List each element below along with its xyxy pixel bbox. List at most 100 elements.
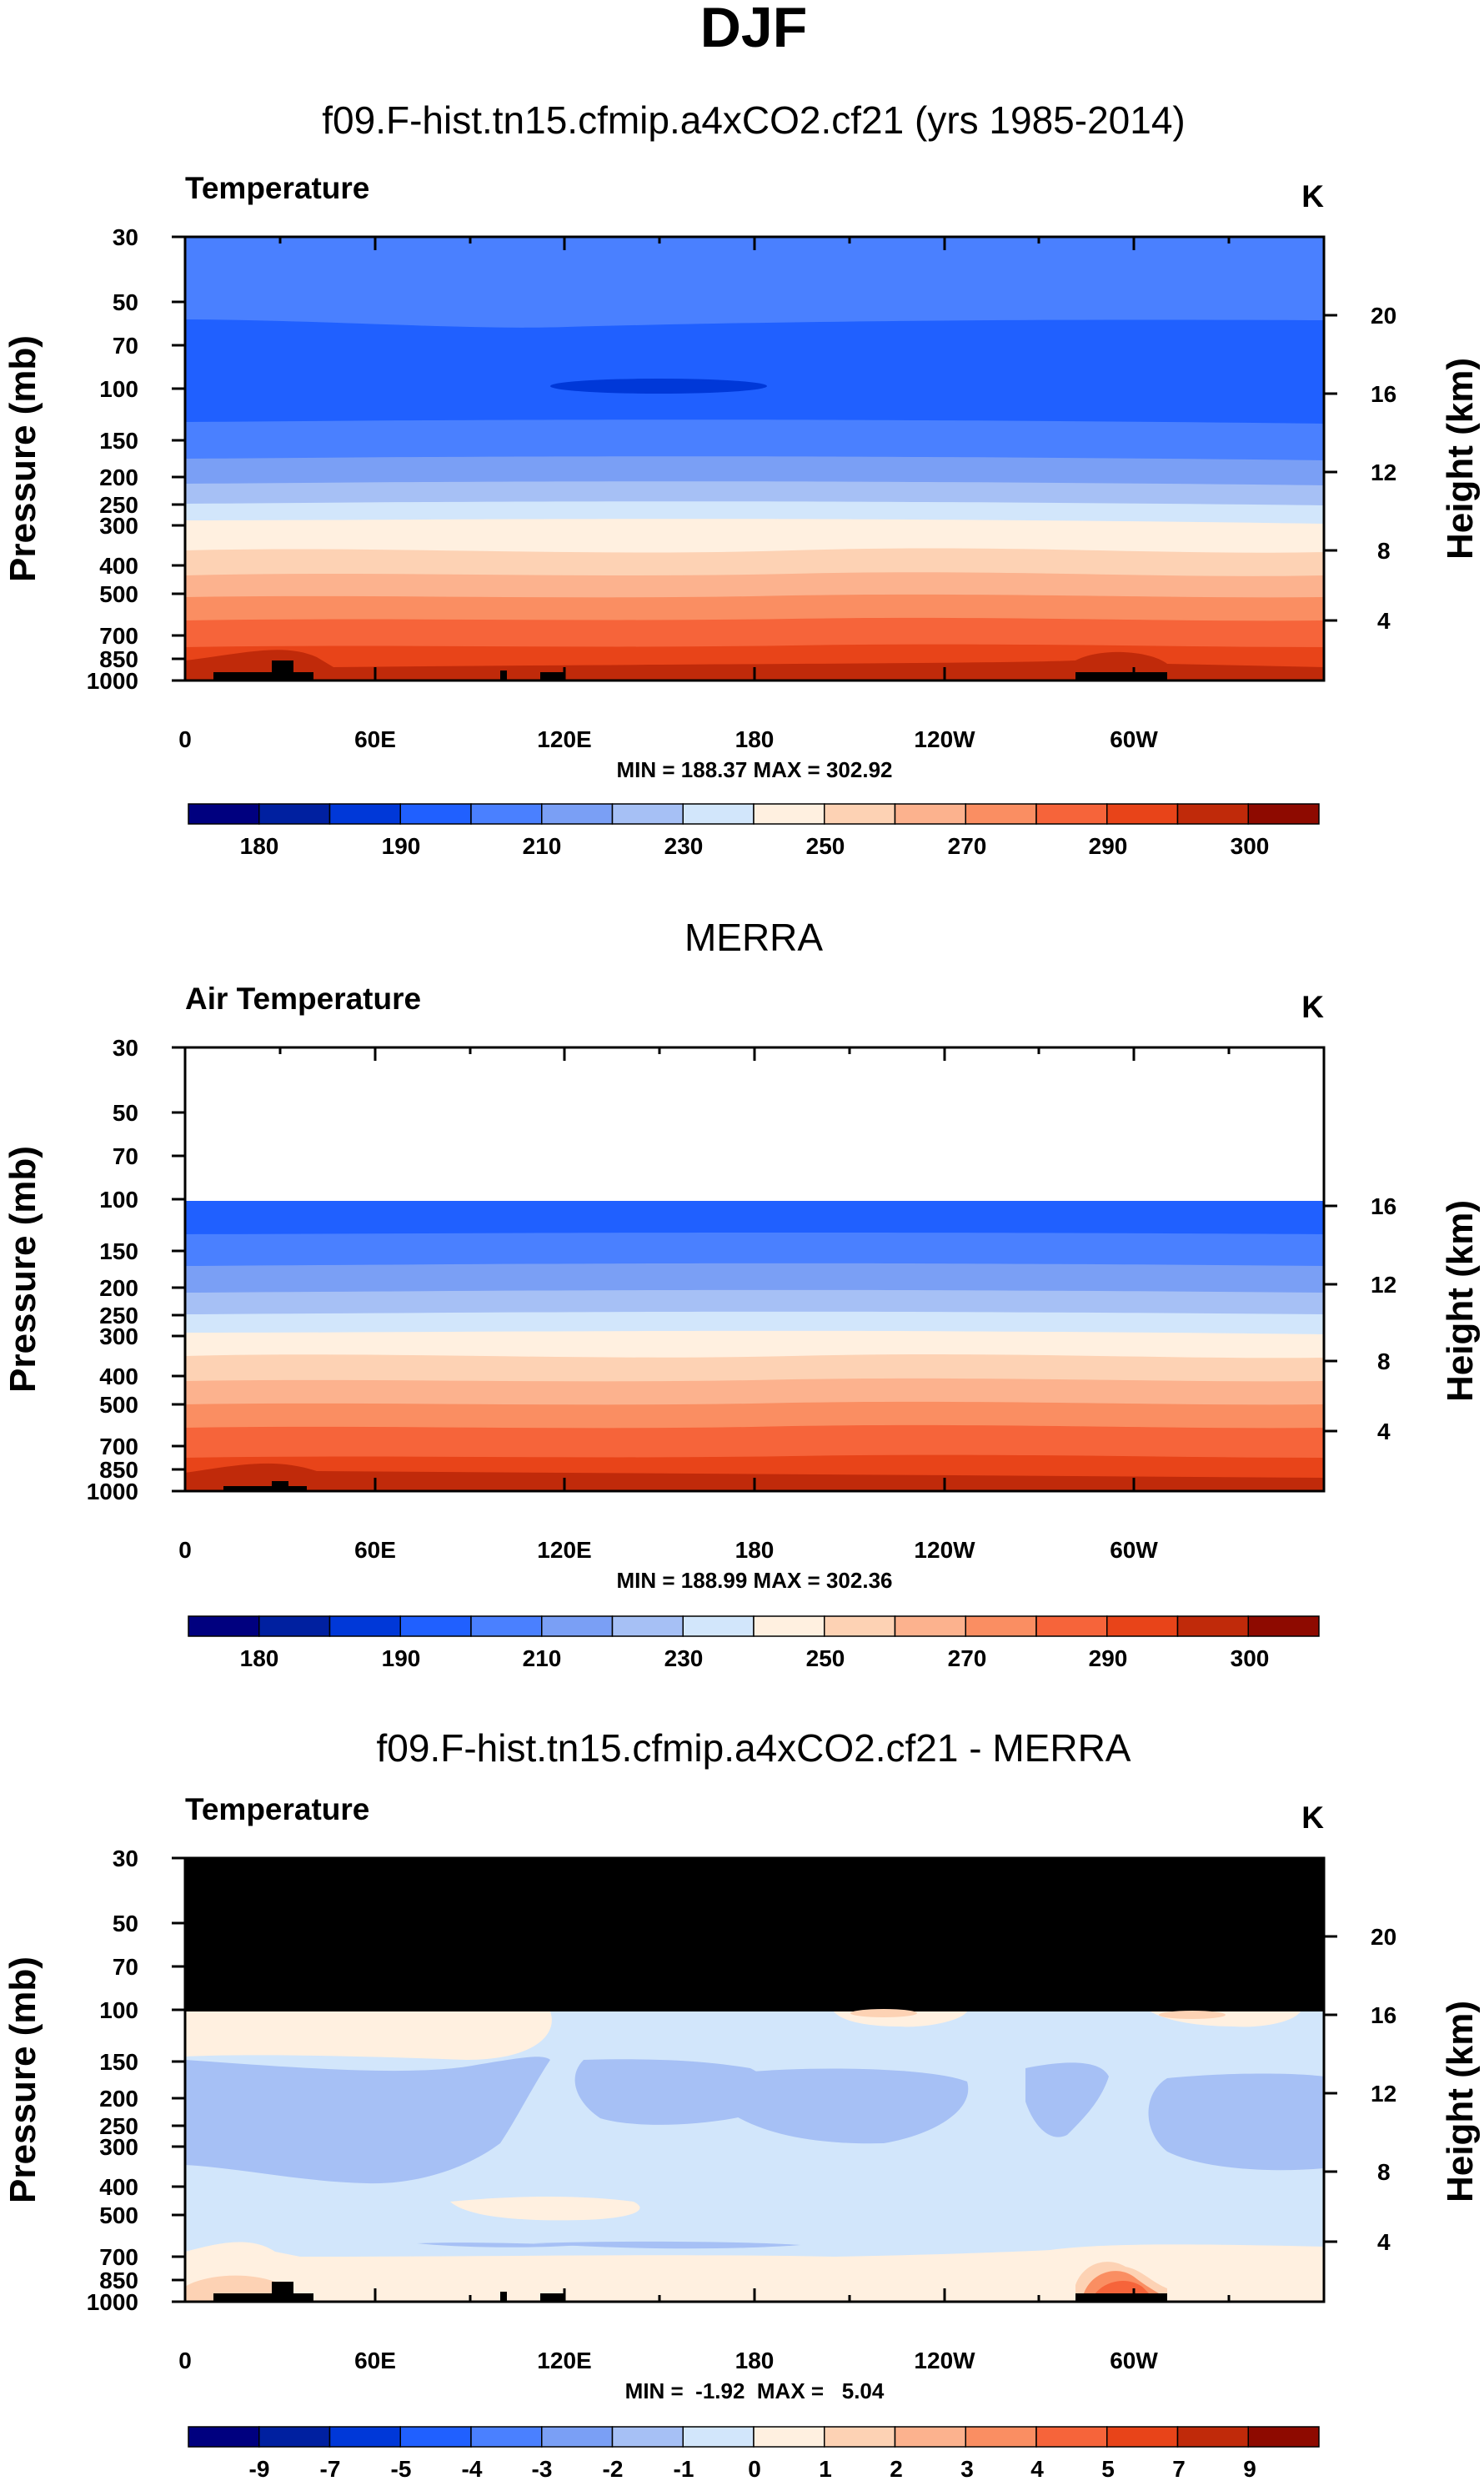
- colorbar-swatch: [1106, 803, 1179, 825]
- y-axis-label: Pressure (mb): [3, 1956, 43, 2203]
- y-tick-label: 400: [99, 1364, 138, 1389]
- y-tick-label: 1000: [87, 2289, 138, 2315]
- y-tick-label: 100: [99, 1997, 138, 2023]
- y-tick-label: 850: [99, 2268, 138, 2293]
- colorbar-swatch: [611, 1615, 684, 1637]
- colorbar-label: -4: [462, 2456, 483, 2481]
- y-tick-label: 100: [99, 1187, 138, 1213]
- panel-diff-variable: Temperature: [185, 1792, 369, 1826]
- colorbar-label: 290: [1089, 1645, 1128, 1671]
- y-tick-label: 50: [113, 289, 138, 315]
- colorbar-label: 190: [382, 833, 421, 859]
- y2-tick-label: 4: [1377, 1419, 1391, 1444]
- y-tick-label: 850: [99, 1457, 138, 1483]
- panel-model-units: K: [1301, 179, 1324, 213]
- colorbar-swatch: [611, 803, 684, 825]
- panel-merra-stats: MIN = 188.99 MAX = 302.36: [617, 1568, 893, 1593]
- y2-tick-label: 20: [1371, 303, 1396, 329]
- y-tick-label: 70: [113, 1954, 138, 1980]
- colorbar-diff: [188, 2426, 1320, 2448]
- colorbar-label: 190: [382, 1645, 421, 1671]
- colorbar-label: 300: [1231, 1645, 1270, 1671]
- y2-tick-label: 12: [1371, 460, 1396, 485]
- x-tick-label: 0: [178, 1537, 192, 1563]
- colorbar-swatch: [611, 2426, 684, 2448]
- colorbar-label: 270: [948, 833, 987, 859]
- colorbar-swatch: [894, 803, 966, 825]
- x-tick-label: 120W: [914, 726, 975, 752]
- y2-axis-label: Height (km): [1440, 358, 1481, 560]
- colorbar-swatch: [1247, 803, 1320, 825]
- colorbar-swatch: [965, 1615, 1037, 1637]
- x-tick-label: 120E: [537, 1537, 591, 1563]
- colorbar-label: 210: [523, 1645, 562, 1671]
- y2-axis-label: Height (km): [1440, 2001, 1481, 2202]
- colorbar-label: 230: [664, 833, 704, 859]
- colorbar-swatch: [682, 1615, 755, 1637]
- colorbar-label: 210: [523, 833, 562, 859]
- y2-tick-label: 16: [1371, 1193, 1396, 1219]
- y-tick-label: 700: [99, 1434, 138, 1459]
- colorbar-swatch: [753, 1615, 825, 1637]
- y-tick-label: 500: [99, 2202, 138, 2228]
- colorbar-label: 3: [960, 2456, 974, 2481]
- colorbar-swatch: [328, 2426, 401, 2448]
- colorbar-label: -5: [391, 2456, 412, 2481]
- colorbar-label: 180: [240, 833, 279, 859]
- colorbar-swatch: [682, 803, 755, 825]
- y2-tick-label: 16: [1371, 381, 1396, 407]
- y2-tick-label: 12: [1371, 2081, 1396, 2107]
- y-axis-label: Pressure (mb): [3, 1146, 43, 1393]
- y-tick-label: 1000: [87, 1479, 138, 1504]
- y-tick-label: 300: [99, 513, 138, 539]
- y-tick-label: 200: [99, 465, 138, 490]
- panel-diff-units: K: [1301, 1800, 1324, 1835]
- x-tick-label: 60W: [1110, 726, 1158, 752]
- panel-model-title: f09.F-hist.tn15.cfmip.a4xCO2.cf21 (yrs 1…: [322, 98, 1185, 142]
- colorbar-swatch: [824, 2426, 896, 2448]
- colorbar-label: 9: [1243, 2456, 1256, 2481]
- x-tick-label: 180: [735, 726, 775, 752]
- colorbar-label: -1: [674, 2456, 694, 2481]
- y-tick-label: 300: [99, 2134, 138, 2160]
- colorbar-swatch: [965, 2426, 1037, 2448]
- colorbar-swatch: [188, 2426, 260, 2448]
- colorbar-swatch: [1106, 2426, 1179, 2448]
- x-tick-label: 120E: [537, 726, 591, 752]
- y-tick-label: 850: [99, 646, 138, 672]
- colorbar-label: 5: [1101, 2456, 1115, 2481]
- x-tick-label: 60W: [1110, 2348, 1158, 2373]
- colorbar-swatch: [258, 803, 331, 825]
- colorbar-swatch: [541, 2426, 614, 2448]
- colorbar-swatch: [399, 803, 472, 825]
- y2-tick-label: 20: [1371, 1924, 1396, 1950]
- colorbar-swatch: [470, 1615, 543, 1637]
- colorbar-temp-top: [188, 803, 1320, 825]
- y-tick-label: 200: [99, 1275, 138, 1301]
- x-tick-label: 60W: [1110, 1537, 1158, 1563]
- colorbar-label: 4: [1030, 2456, 1044, 2481]
- colorbar-temp-middle: [188, 1615, 1320, 1637]
- colorbar-swatch: [328, 803, 401, 825]
- colorbar-swatch: [894, 2426, 966, 2448]
- colorbar-swatch: [1247, 2426, 1320, 2448]
- colorbar-swatch: [1035, 1615, 1108, 1637]
- colorbar-swatch: [753, 803, 825, 825]
- colorbar-swatch: [1035, 2426, 1108, 2448]
- page-title: DJF: [700, 0, 807, 59]
- colorbar-swatch: [894, 1615, 966, 1637]
- panel-merra-variable: Air Temperature: [185, 982, 421, 1016]
- colorbar-swatch: [1035, 803, 1108, 825]
- colorbar-swatch: [258, 1615, 331, 1637]
- colorbar-label: -3: [532, 2456, 553, 2481]
- colorbar-label: 290: [1089, 833, 1128, 859]
- x-tick-label: 120E: [537, 2348, 591, 2373]
- colorbar-swatch: [399, 1615, 472, 1637]
- colorbar-swatch: [1176, 803, 1249, 825]
- y-tick-label: 1000: [87, 668, 138, 694]
- y-tick-label: 400: [99, 553, 138, 579]
- colorbar-label: 1: [819, 2456, 832, 2481]
- y2-tick-label: 8: [1377, 1348, 1391, 1374]
- y-tick-label: 50: [113, 1911, 138, 1936]
- y-tick-label: 200: [99, 2086, 138, 2112]
